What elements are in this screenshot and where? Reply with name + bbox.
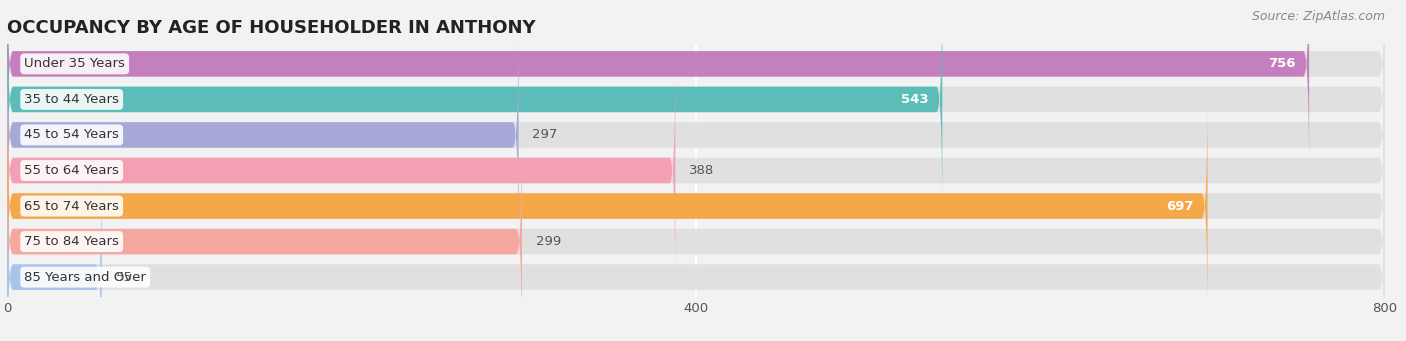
FancyBboxPatch shape [7,24,1385,247]
FancyBboxPatch shape [7,24,519,247]
Text: 299: 299 [536,235,561,248]
FancyBboxPatch shape [7,165,1385,341]
FancyBboxPatch shape [7,0,1385,211]
Text: 388: 388 [689,164,714,177]
FancyBboxPatch shape [7,130,1385,341]
FancyBboxPatch shape [7,59,1385,282]
Text: Under 35 Years: Under 35 Years [24,57,125,70]
Text: OCCUPANCY BY AGE OF HOUSEHOLDER IN ANTHONY: OCCUPANCY BY AGE OF HOUSEHOLDER IN ANTHO… [7,19,536,37]
Text: Source: ZipAtlas.com: Source: ZipAtlas.com [1251,10,1385,23]
Text: 55 to 64 Years: 55 to 64 Years [24,164,120,177]
Text: 35 to 44 Years: 35 to 44 Years [24,93,120,106]
Text: 756: 756 [1268,57,1295,70]
FancyBboxPatch shape [7,0,1309,176]
Text: 65 to 74 Years: 65 to 74 Years [24,199,120,212]
Text: 297: 297 [533,129,558,142]
FancyBboxPatch shape [7,94,1385,317]
FancyBboxPatch shape [7,94,1208,317]
Text: 85 Years and Over: 85 Years and Over [24,271,146,284]
FancyBboxPatch shape [7,0,1385,176]
FancyBboxPatch shape [7,165,101,341]
Text: 75 to 84 Years: 75 to 84 Years [24,235,120,248]
FancyBboxPatch shape [7,130,522,341]
Text: 55: 55 [115,271,132,284]
FancyBboxPatch shape [7,59,675,282]
Text: 45 to 54 Years: 45 to 54 Years [24,129,120,142]
Text: 697: 697 [1166,199,1194,212]
Text: 543: 543 [901,93,928,106]
FancyBboxPatch shape [7,0,942,211]
